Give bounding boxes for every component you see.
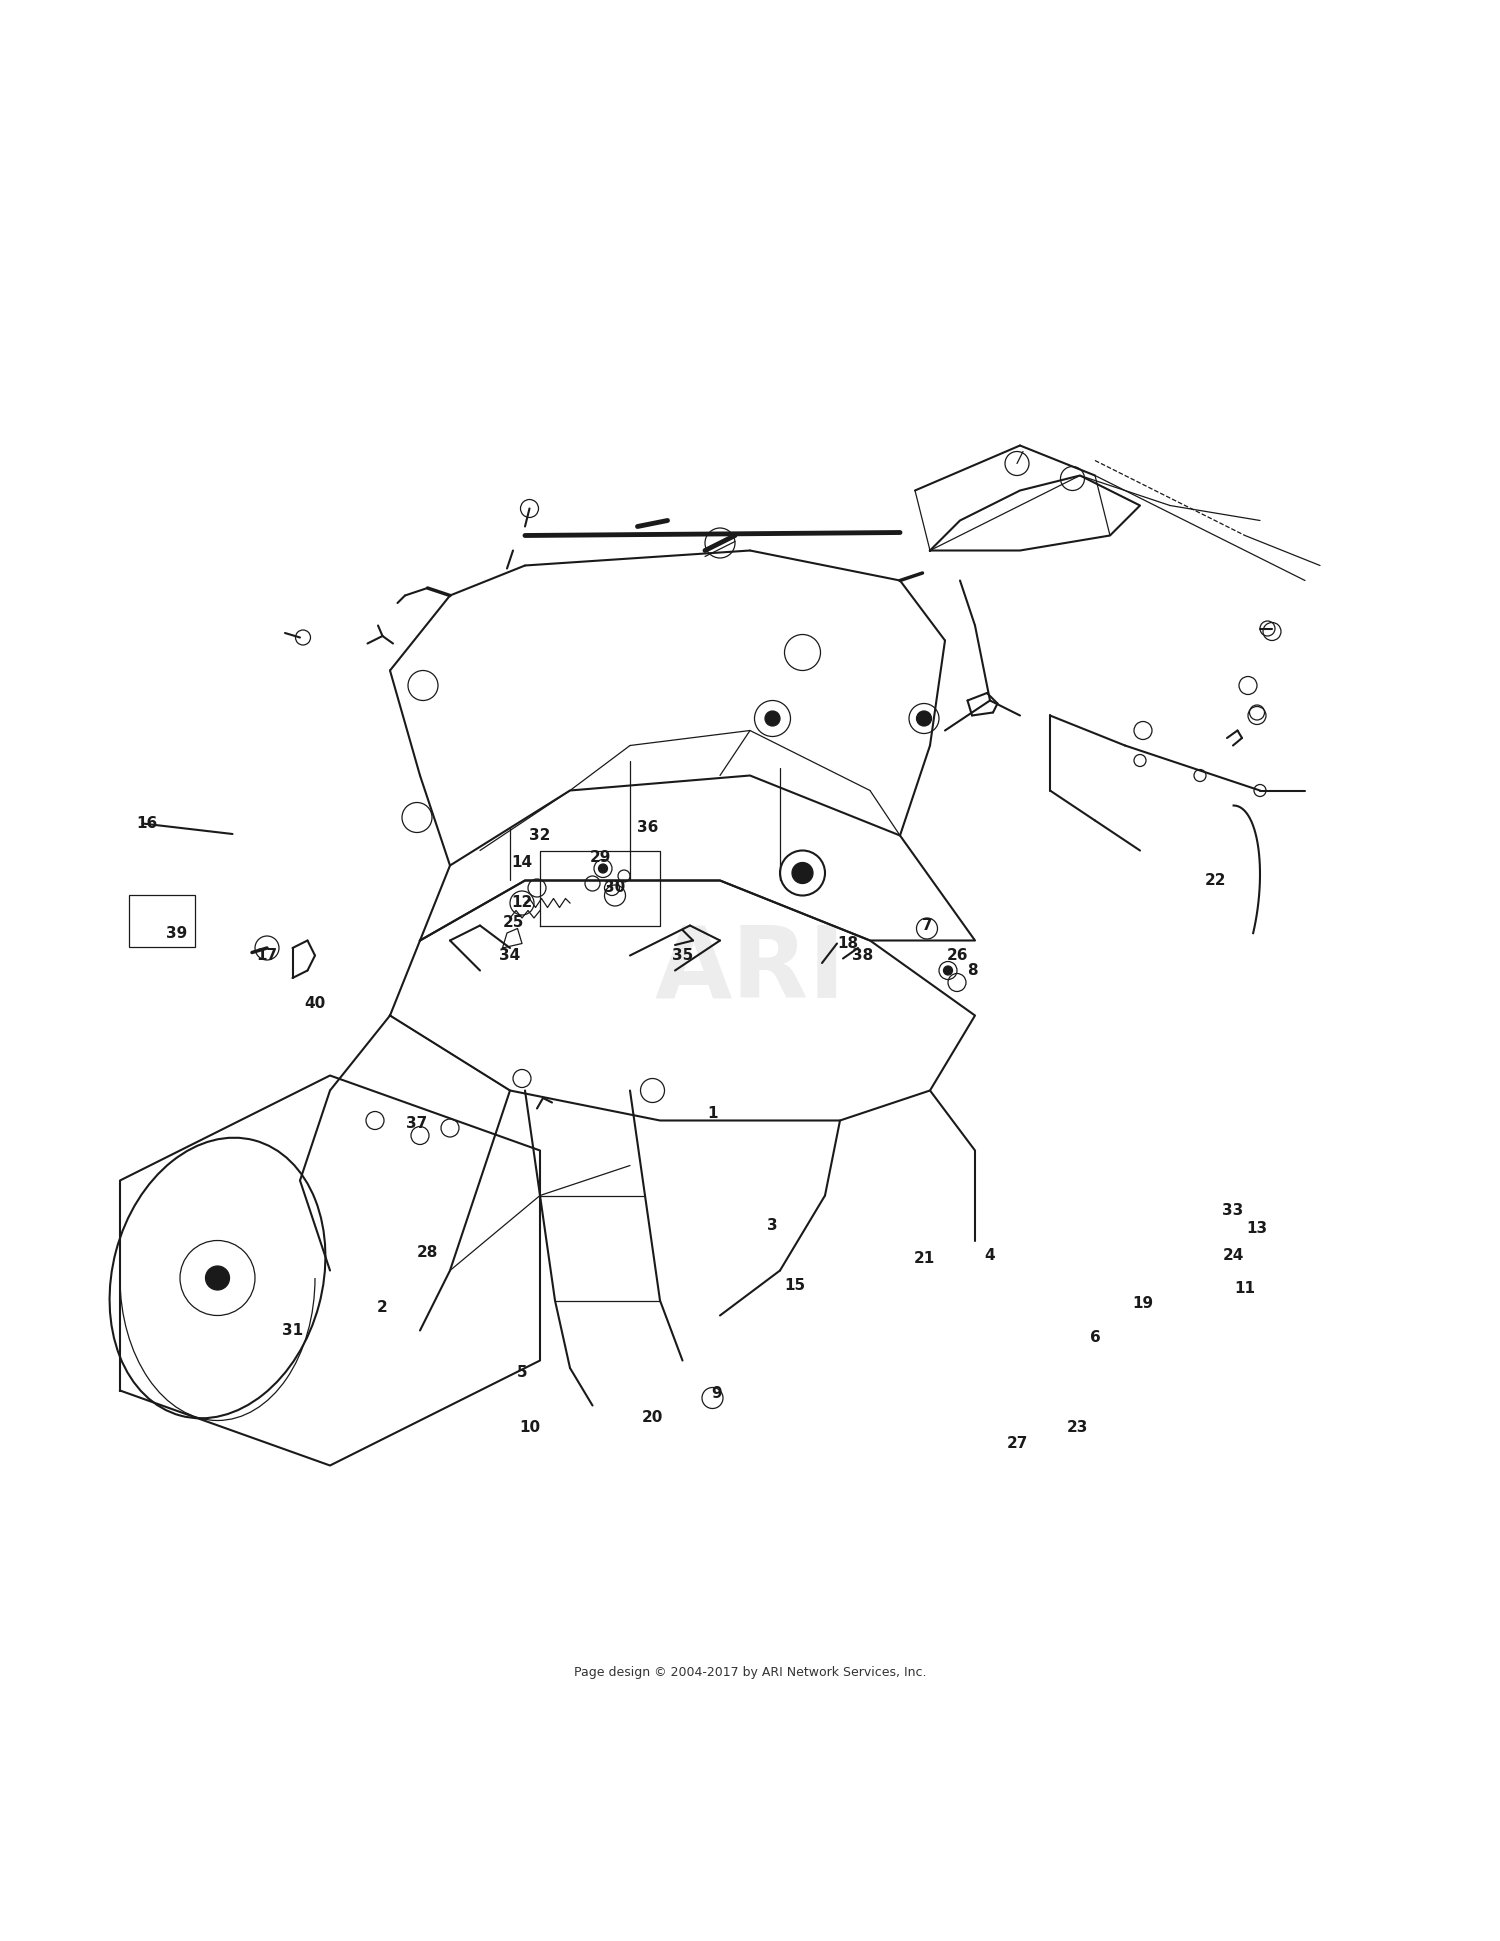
Text: 6: 6 <box>1089 1330 1101 1345</box>
Circle shape <box>916 710 932 726</box>
Text: 3: 3 <box>766 1219 778 1233</box>
Text: 8: 8 <box>966 963 978 978</box>
Text: 20: 20 <box>642 1409 663 1425</box>
Text: 31: 31 <box>282 1324 303 1337</box>
Text: 22: 22 <box>1204 873 1225 887</box>
Text: 23: 23 <box>1066 1421 1088 1436</box>
Circle shape <box>206 1266 230 1291</box>
Text: 24: 24 <box>1222 1248 1244 1264</box>
Circle shape <box>792 862 813 883</box>
Text: 11: 11 <box>1234 1281 1256 1297</box>
Text: 5: 5 <box>516 1365 528 1380</box>
Text: 19: 19 <box>1132 1297 1154 1310</box>
Circle shape <box>598 864 608 873</box>
Text: 4: 4 <box>984 1248 996 1264</box>
Circle shape <box>944 967 952 974</box>
Text: 39: 39 <box>166 926 188 941</box>
Text: 34: 34 <box>500 947 520 963</box>
Text: 1: 1 <box>708 1106 717 1120</box>
Circle shape <box>765 710 780 726</box>
Text: 17: 17 <box>256 947 278 963</box>
Text: 12: 12 <box>512 895 532 910</box>
Text: 35: 35 <box>672 947 693 963</box>
Text: ARI: ARI <box>654 922 846 1019</box>
Text: 10: 10 <box>519 1421 540 1436</box>
Text: 40: 40 <box>304 996 326 1011</box>
Text: 2: 2 <box>376 1300 388 1316</box>
Text: Page design © 2004-2017 by ARI Network Services, Inc.: Page design © 2004-2017 by ARI Network S… <box>573 1665 926 1679</box>
Text: 21: 21 <box>914 1252 934 1266</box>
Text: 28: 28 <box>417 1244 438 1260</box>
Text: 29: 29 <box>590 850 610 866</box>
Text: 36: 36 <box>638 821 658 835</box>
Text: 27: 27 <box>1007 1436 1028 1450</box>
Text: 30: 30 <box>604 881 625 895</box>
Text: 18: 18 <box>837 936 858 951</box>
Text: 16: 16 <box>136 815 158 831</box>
Text: 32: 32 <box>530 829 550 842</box>
Text: 33: 33 <box>1222 1203 1244 1219</box>
Text: 38: 38 <box>852 947 873 963</box>
Text: 14: 14 <box>512 854 532 870</box>
Text: 9: 9 <box>711 1386 723 1401</box>
Text: 15: 15 <box>784 1277 806 1293</box>
Text: 25: 25 <box>503 914 524 930</box>
Text: 7: 7 <box>921 918 933 934</box>
Text: 37: 37 <box>406 1116 427 1132</box>
Text: 26: 26 <box>946 947 968 963</box>
FancyBboxPatch shape <box>129 895 195 947</box>
Text: 13: 13 <box>1246 1221 1268 1236</box>
